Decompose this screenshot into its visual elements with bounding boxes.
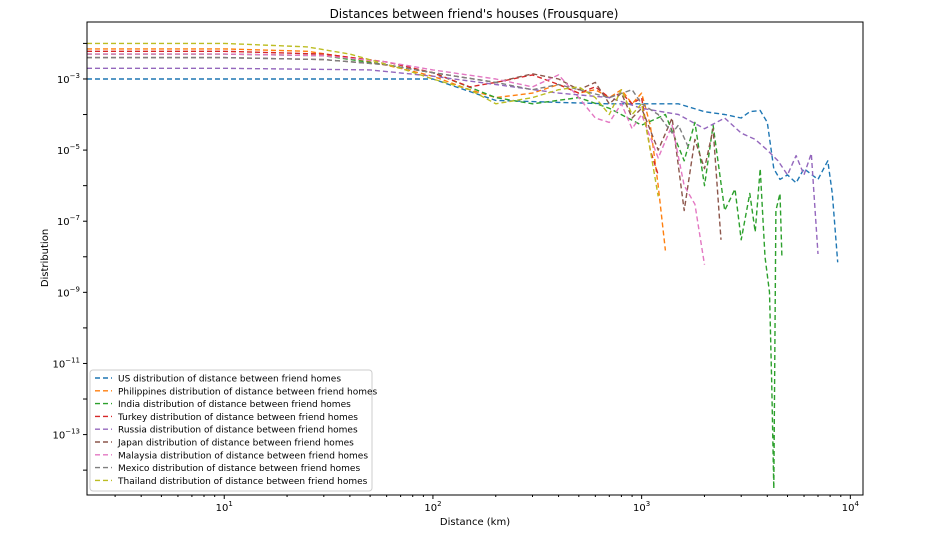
- y-axis: 10−3 10−5 10−7 10−9 10−11 10−13: [52, 42, 87, 471]
- series-line-1: [87, 48, 667, 251]
- y-tick-label: 10−3: [57, 72, 80, 86]
- y-tick-label: 10−9: [57, 285, 80, 299]
- y-tick-label: 10−5: [57, 143, 80, 157]
- x-tick-label: 103: [633, 500, 650, 514]
- legend-entry: Japan distribution of distance between f…: [117, 439, 354, 449]
- x-axis-label: Distance (km): [440, 517, 510, 528]
- x-axis: 101 102 103 104: [114, 495, 860, 514]
- x-tick-label: 101: [216, 500, 233, 514]
- legend-entry: Thailand distribution of distance betwee…: [117, 477, 368, 487]
- legend-entry: India distribution of distance between f…: [118, 400, 351, 410]
- legend-entry: Turkey distribution of distance between …: [117, 413, 358, 423]
- x-tick-label: 104: [842, 500, 860, 514]
- legend-entry: US distribution of distance between frie…: [118, 375, 341, 385]
- y-tick-label: 10−11: [52, 356, 80, 370]
- y-axis-label: Distribution: [40, 229, 51, 287]
- series-line-8: [87, 42, 659, 197]
- series-line-0: [87, 78, 839, 263]
- series-line-7: [87, 56, 691, 151]
- legend-entry: Malaysia distribution of distance betwee…: [118, 451, 368, 461]
- chart-title: Distances between friend's houses (Frous…: [330, 7, 619, 21]
- legend: US distribution of distance between frie…: [89, 369, 378, 492]
- legend-entry: Mexico distribution of distance between …: [118, 464, 360, 474]
- legend-entry: Philippines distribution of distance bet…: [118, 387, 378, 397]
- legend-box: [89, 369, 373, 492]
- y-tick-label: 10−7: [57, 214, 80, 228]
- x-tick-label: 102: [424, 500, 441, 514]
- series-line-4: [87, 67, 819, 255]
- legend-entry: Russia distribution of distance between …: [118, 426, 358, 436]
- plot-area-frame: [86, 21, 864, 496]
- series-line-2: [87, 53, 783, 490]
- y-tick-label: 10−13: [52, 428, 80, 442]
- series-line-6: [87, 53, 706, 265]
- series-layer: [87, 42, 839, 490]
